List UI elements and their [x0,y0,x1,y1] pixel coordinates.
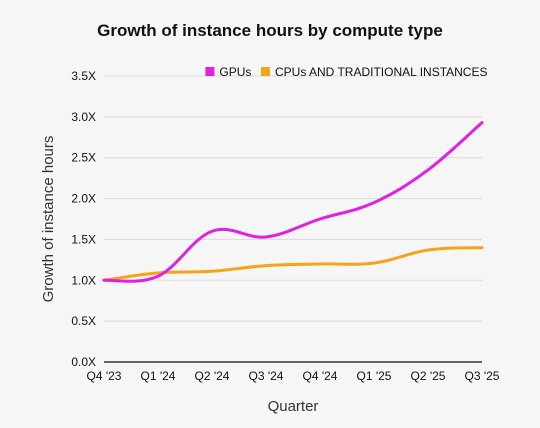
x-tick-label: Q4 '23 [87,369,122,383]
x-axis-title: Quarter [268,398,319,415]
y-tick-label: 2.0X [71,192,96,206]
legend-label-cpus-and-traditional-instances: CPUs AND TRADITIONAL INSTANCES [275,65,487,79]
x-axis-tick-labels: Q4 '23 Q1 '24 Q2 '24 Q3 '24 Q4 '24 Q1 '25 Q2 '… [87,369,500,383]
x-tick-label: Q2 '25 [411,369,446,383]
x-tick-label: Q2 '24 [195,369,230,383]
y-tick-label: 1.5X [71,232,96,246]
y-tick-label: 0.0X [71,355,96,369]
y-tick-label: 1.0X [71,273,96,287]
y-tick-label: 2.5X [71,151,96,165]
y-axis-tick-labels: 0.0X 0.5X 1.0X 1.5X 2.0X 2.5X 3.0X 3.5X [71,69,96,369]
series-line-gpus [102,121,484,283]
y-tick-label: 3.0X [71,110,96,124]
legend-swatch-cpus-and-traditional-instances [261,67,270,76]
series-lines [102,121,484,283]
legend-swatch-gpus [205,67,215,76]
legend: CPUs AND TRADITIONAL INSTANCES GPUs [205,65,487,79]
y-axis-title: Growth of instance hours [40,136,57,303]
x-tick-label: Q1 '24 [141,369,176,383]
x-tick-label: Q3 '24 [249,369,284,383]
y-tick-label: 3.5X [71,69,96,83]
legend-label-gpus: GPUs [219,65,251,79]
x-tick-label: Q1 '25 [357,369,392,383]
x-tick-label: Q3 '25 [465,369,500,383]
y-tick-label: 0.5X [71,314,96,328]
x-tick-label: Q4 '24 [303,369,338,383]
chart-title: Growth of instance hours by compute type [97,21,443,40]
gridlines [104,75,482,363]
